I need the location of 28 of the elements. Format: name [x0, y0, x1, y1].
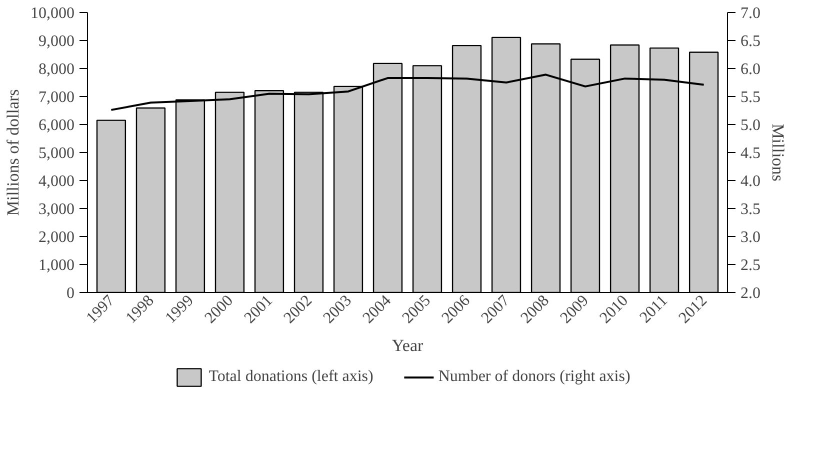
- y2-tick-label: 2.0: [740, 285, 760, 302]
- y-tick-label: 8,000: [38, 61, 74, 78]
- y-tick-label: 10,000: [30, 5, 74, 22]
- y2-tick-label: 7.0: [740, 5, 760, 22]
- x-tick-label: 2011: [636, 292, 672, 326]
- y2-tick-label: 3.5: [740, 201, 760, 218]
- y2-tick-label: 4.5: [740, 145, 760, 162]
- y2-axis-title: Millions: [768, 124, 788, 182]
- legend-label: Total donations (left axis): [208, 368, 374, 386]
- y2-tick-label: 5.5: [740, 89, 760, 106]
- y-axis-title: Millions of dollars: [4, 89, 22, 216]
- y-tick-label: 3,000: [38, 201, 74, 218]
- y2-tick-label: 2.5: [740, 257, 760, 274]
- y-tick-label: 2,000: [38, 229, 74, 246]
- y2-tick-label: 5.0: [740, 117, 760, 134]
- y-tick-label: 5,000: [38, 145, 74, 162]
- y-tick-label: 6,000: [38, 117, 74, 134]
- y2-tick-label: 3.0: [740, 229, 760, 246]
- y2-tick-label: 6.5: [740, 33, 760, 50]
- y-tick-label: 9,000: [38, 33, 74, 50]
- x-axis-title: Year: [392, 336, 424, 355]
- y-tick-label: 4,000: [38, 173, 74, 190]
- legend-label: Number of donors (right axis): [438, 368, 630, 386]
- y2-tick-label: 6.0: [740, 61, 760, 78]
- y-tick-label: 0: [66, 285, 74, 302]
- y2-tick-label: 4.0: [740, 173, 760, 190]
- y-tick-label: 7,000: [38, 89, 74, 106]
- y-tick-label: 1,000: [38, 257, 74, 274]
